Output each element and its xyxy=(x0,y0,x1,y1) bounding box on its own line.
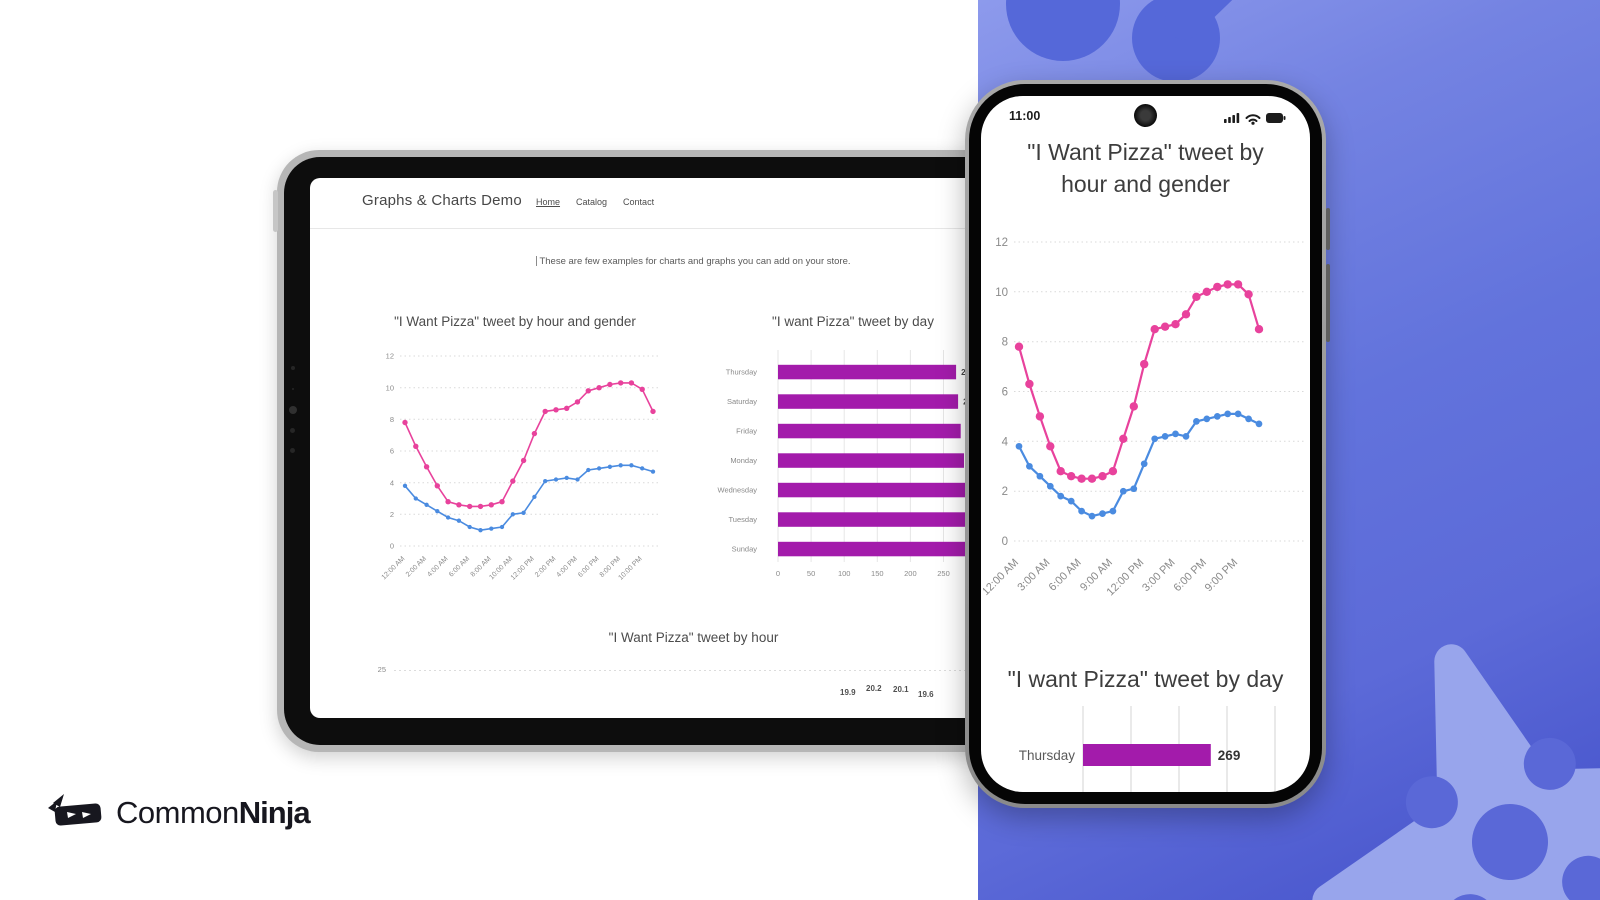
phone-screen: 11:00 "I Want Pizza" xyxy=(981,96,1310,792)
blob-circle-top-left xyxy=(1006,0,1120,61)
svg-text:3:00 PM: 3:00 PM xyxy=(1140,557,1177,594)
phone-chart1-title: "I Want Pizza" tweet by hour and gender xyxy=(1027,139,1264,197)
shuriken-icon xyxy=(1312,644,1600,900)
store-title: Graphs & Charts Demo xyxy=(362,192,522,209)
svg-text:Wednesday: Wednesday xyxy=(718,486,758,495)
svg-text:9:00 PM: 9:00 PM xyxy=(1203,557,1240,594)
svg-text:Tuesday: Tuesday xyxy=(729,515,758,524)
chart3-y-tick: 25 xyxy=(377,665,386,674)
svg-text:6: 6 xyxy=(390,447,394,456)
nav-link-contact[interactable]: Contact xyxy=(623,197,655,207)
svg-text:12: 12 xyxy=(386,352,394,361)
phone-device: 11:00 "I Want Pizza" xyxy=(965,80,1330,808)
phone-chart-tweets-by-day: Thursday 269 xyxy=(981,706,1310,792)
svg-text:6:00 AM: 6:00 AM xyxy=(448,555,471,578)
svg-text:0: 0 xyxy=(1002,536,1008,548)
nav-link-home[interactable]: Home xyxy=(536,197,561,207)
svg-text:6: 6 xyxy=(1002,387,1008,399)
svg-text:0: 0 xyxy=(390,542,394,551)
phone-camera-icon xyxy=(1134,104,1157,127)
tablet-camera-dot-icon xyxy=(290,448,295,453)
svg-text:50: 50 xyxy=(807,569,815,578)
svg-text:12:00 PM: 12:00 PM xyxy=(510,555,536,581)
svg-text:6:00 AM: 6:00 AM xyxy=(1047,557,1084,594)
svg-text:2:00 AM: 2:00 AM xyxy=(405,555,428,578)
svg-text:4: 4 xyxy=(1002,436,1009,448)
svg-text:0: 0 xyxy=(776,569,780,578)
phone-chart-tweets-by-hour-gender: 0 2 4 6 8 10 12 12:00 AM 3:00 AM 6:00 AM 9:00 AM 12… xyxy=(981,224,1309,628)
svg-text:Friday: Friday xyxy=(736,427,757,436)
tablet-volume-button xyxy=(273,190,278,232)
svg-text:269: 269 xyxy=(1218,748,1241,763)
svg-text:4:00 PM: 4:00 PM xyxy=(556,555,580,579)
tablet-camera-dot-icon xyxy=(290,428,295,433)
svg-text:Monday: Monday xyxy=(730,456,757,465)
text-cursor xyxy=(536,256,538,266)
commonninja-logo: CommonNinja xyxy=(46,792,311,834)
phone-power-button xyxy=(1326,208,1330,250)
svg-text:Saturday: Saturday xyxy=(727,397,757,406)
nav-link-catalog[interactable]: Catalog xyxy=(576,197,608,207)
svg-text:12:00 AM: 12:00 AM xyxy=(983,557,1021,598)
svg-text:150: 150 xyxy=(871,569,884,578)
store-nav: Home Catalog Contact xyxy=(536,197,670,207)
svg-text:3:00 AM: 3:00 AM xyxy=(1015,557,1052,594)
ninja-mask-icon xyxy=(48,794,102,826)
svg-text:250: 250 xyxy=(937,569,950,578)
tablet-camera-icon xyxy=(289,406,297,414)
status-time: 11:00 xyxy=(1009,109,1041,123)
chart3-point-label: 19.6 xyxy=(918,690,934,699)
blob-shape-top-right xyxy=(1132,0,1254,82)
svg-text:10:00 PM: 10:00 PM xyxy=(617,555,643,581)
tablet-camera-dot-icon xyxy=(291,366,295,370)
svg-text:"I want Pizza" tweet by day: "I want Pizza" tweet by day xyxy=(772,314,934,329)
chart-tweets-by-hour-title: "I Want Pizza" tweet by hour xyxy=(608,630,779,645)
tablet-camera-dot-icon xyxy=(292,388,294,390)
svg-text:Thursday: Thursday xyxy=(726,368,758,377)
svg-text:6:00 PM: 6:00 PM xyxy=(1171,557,1208,594)
svg-text:8: 8 xyxy=(1002,337,1008,349)
svg-text:4: 4 xyxy=(390,478,394,487)
status-icons xyxy=(1224,110,1286,130)
signal-icon xyxy=(1224,113,1240,123)
phone-chart2-title: "I want Pizza" tweet by day xyxy=(1007,666,1284,692)
battery-icon xyxy=(1266,113,1286,123)
svg-text:2: 2 xyxy=(390,510,394,519)
phone-volume-button xyxy=(1326,264,1330,342)
wifi-dot xyxy=(1251,121,1255,125)
svg-text:10: 10 xyxy=(995,287,1008,299)
header-divider xyxy=(310,228,1077,229)
svg-text:6:00 PM: 6:00 PM xyxy=(577,555,601,579)
svg-text:Thursday: Thursday xyxy=(1019,748,1076,763)
svg-text:12:00 AM: 12:00 AM xyxy=(381,555,407,581)
tablet-screen: Graphs & Charts Demo Home Catalog Contact … xyxy=(310,178,1077,718)
logo-wordmark: CommonNinja xyxy=(116,795,311,830)
svg-text:Sunday: Sunday xyxy=(732,545,758,554)
svg-text:2: 2 xyxy=(1002,486,1008,498)
wifi-icon xyxy=(1245,114,1261,122)
chart-tweets-by-hour-gender: 0 2 4 6 8 10 12 12:00 AM 2:00 AM 4:00 AM 6:00 AM 8:… xyxy=(365,300,665,595)
panel-decorations xyxy=(1006,0,1600,900)
svg-text:2:00 PM: 2:00 PM xyxy=(534,555,558,579)
svg-text:100: 100 xyxy=(838,569,851,578)
chart3-point-label: 20.1 xyxy=(893,685,909,694)
chart3-point-label: 19.9 xyxy=(840,688,856,697)
intro-text: These are few examples for charts and gr… xyxy=(310,256,1077,267)
chart3-gridline xyxy=(394,670,1054,671)
svg-text:10: 10 xyxy=(386,383,394,392)
svg-text:200: 200 xyxy=(904,569,917,578)
chart3-point-label: 20.2 xyxy=(866,684,882,693)
svg-text:8: 8 xyxy=(390,415,394,424)
svg-text:4:00 AM: 4:00 AM xyxy=(426,555,449,578)
svg-text:"I Want Pizza" tweet by hour a: "I Want Pizza" tweet by hour and gender xyxy=(394,314,636,329)
svg-text:12: 12 xyxy=(995,237,1008,249)
